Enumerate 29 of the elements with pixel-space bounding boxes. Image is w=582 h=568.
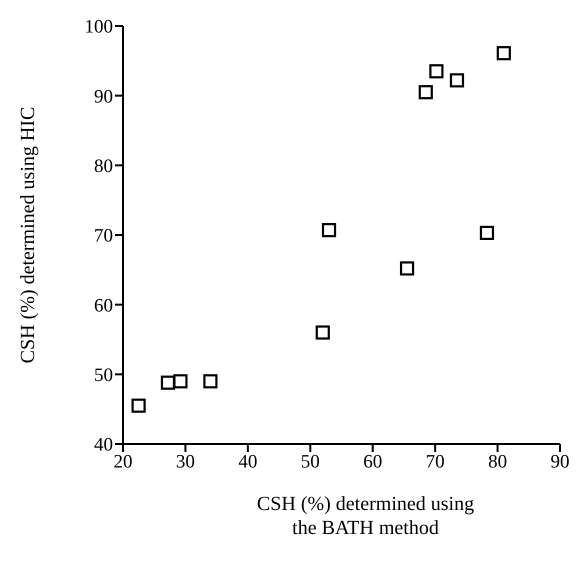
y-tick-label: 60 (94, 295, 113, 316)
x-tick-label: 20 (114, 451, 132, 472)
x-tick-label: 40 (238, 451, 258, 472)
point (429, 64, 444, 78)
point (418, 85, 433, 100)
x-tick-label: 80 (488, 451, 508, 472)
x-axis-title: CSH (%) determined using the BATH method (256, 492, 476, 540)
point (173, 374, 188, 388)
y-axis-title: CSH (%) determined using HIC (17, 106, 39, 364)
point (132, 398, 146, 413)
x-tick-label: 50 (300, 451, 320, 472)
y-tick-label: 100 (84, 16, 113, 38)
x-tick-label: 90 (550, 451, 570, 472)
point (203, 374, 218, 388)
x-tick-label: 60 (363, 451, 382, 472)
y-tick-label: 40 (94, 434, 113, 456)
y-tick-label: 70 (94, 226, 113, 247)
y-tick-label: 90 (94, 86, 113, 108)
x-tick-label: 30 (176, 451, 195, 472)
point (450, 73, 464, 88)
point (316, 325, 330, 340)
point (160, 376, 176, 390)
point (496, 46, 511, 60)
point (322, 223, 336, 238)
x-tick-label: 70 (426, 451, 445, 472)
point (400, 261, 414, 276)
y-tick-label: 50 (94, 365, 113, 386)
y-tick-label: 80 (94, 156, 113, 178)
point (480, 226, 494, 240)
